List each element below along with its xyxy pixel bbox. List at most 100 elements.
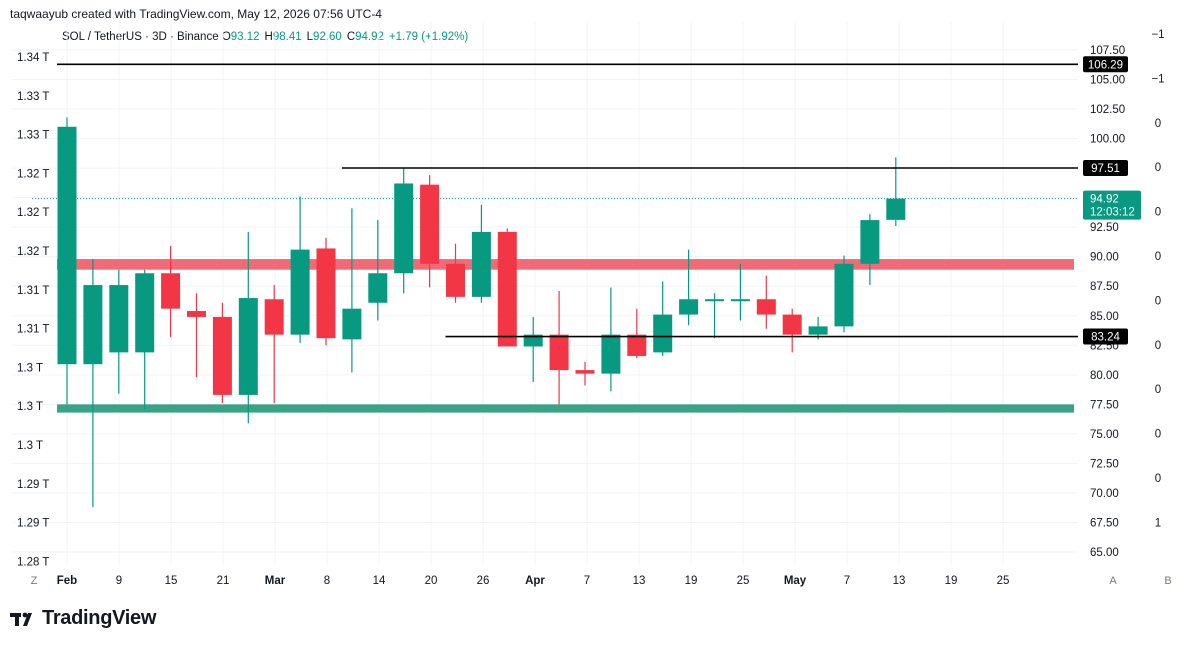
far-right-axis-tick-label: 0 — [1155, 162, 1161, 174]
time-tick-label: 26 — [477, 575, 490, 587]
left-axis-tick-label: 1.32 T — [17, 246, 49, 258]
far-right-axis-tick-label: 0 — [1155, 429, 1161, 441]
scale-corner-a: A — [1109, 575, 1117, 587]
time-tick-label: Apr — [525, 575, 545, 587]
price-tick-label: 80.00 — [1090, 370, 1119, 382]
time-tick-label: 9 — [116, 575, 122, 587]
price-tick-label: 100.00 — [1090, 134, 1125, 146]
candle-body — [808, 326, 828, 335]
time-tick-label: 8 — [324, 575, 330, 587]
time-tick-label: May — [784, 575, 807, 587]
candle-body — [420, 184, 440, 264]
tradingview-logo-icon — [10, 612, 32, 626]
time-tick-label: 20 — [425, 575, 438, 587]
price-tick-label: 72.50 — [1090, 458, 1119, 470]
candle-body — [523, 334, 543, 347]
tradingview-wordmark: TradingView — [42, 607, 157, 629]
left-axis-tick-label: 1.3 T — [17, 440, 43, 452]
high-label: H — [264, 31, 273, 43]
time-tick-label: 13 — [893, 575, 906, 587]
left-axis-tick-label: 1.31 T — [17, 285, 49, 297]
scale-corner-b: B — [1164, 575, 1171, 587]
resistance-zone — [57, 259, 1074, 270]
left-axis-tick-label: 1.29 T — [17, 518, 49, 530]
candle-body — [238, 298, 258, 395]
candle-body — [653, 314, 673, 353]
candle-body — [705, 299, 724, 302]
upper-line-price-tag: 97.51 — [1091, 163, 1120, 175]
candlestick-chart[interactable]: 107.50105.00102.50100.0097.5095.0092.509… — [0, 0, 1200, 600]
last-price-tag-box — [1083, 190, 1141, 220]
close-label: C — [346, 31, 356, 43]
price-tick-label: 87.50 — [1090, 281, 1119, 293]
time-tick-label: 7 — [584, 575, 590, 587]
candle-body — [394, 183, 414, 274]
candle-body — [549, 334, 569, 371]
scale-corner-left: Z — [31, 575, 38, 587]
time-tick-label: 19 — [945, 575, 958, 587]
symbol-name[interactable]: SOL / TetherUS · 3D · Binance — [62, 31, 219, 43]
left-axis-tick-label: 1.32 T — [17, 168, 49, 180]
candle-body — [575, 370, 595, 374]
left-axis-tick-label: 1.34 T — [17, 52, 49, 64]
lower-line-price-tag-box — [1083, 328, 1128, 345]
candle-body — [834, 263, 854, 327]
open-label: O — [221, 31, 231, 43]
time-tick-label: Feb — [57, 575, 77, 587]
open-value: 93.12 — [230, 31, 260, 43]
candle-body — [756, 299, 776, 315]
candle-body — [109, 285, 129, 353]
close-value: 94.92 — [355, 31, 384, 43]
left-axis-tick-label: 1.31 T — [17, 324, 49, 336]
candle-body — [83, 285, 103, 365]
price-tick-label: 75.00 — [1090, 429, 1119, 441]
candle-body — [679, 299, 699, 315]
time-tick-label: 25 — [997, 575, 1010, 587]
chart-creator-caption: taqwaayub created with TradingView.com, … — [10, 7, 382, 21]
candle-body — [730, 299, 750, 302]
far-right-axis-tick-label: −1 — [1151, 29, 1164, 41]
price-tick-label: 92.50 — [1090, 222, 1119, 234]
candle-body — [368, 273, 388, 303]
price-tick-label: 107.50 — [1090, 45, 1125, 57]
candle-body — [471, 231, 491, 297]
far-right-axis-tick-label: 0 — [1155, 384, 1161, 396]
lower-line-price-tag: 83.24 — [1091, 332, 1120, 344]
candles — [57, 117, 906, 508]
upper-line-price-tag-box — [1083, 159, 1128, 176]
candle-body — [161, 273, 181, 309]
time-tick-label: 14 — [373, 575, 386, 587]
far-right-axis-tick-label: 1 — [1155, 517, 1161, 529]
left-axis-tick-label: 1.3 T — [17, 362, 43, 374]
bar-countdown-label: 12:03:12 — [1090, 207, 1135, 219]
far-right-axis-tick-label: 0 — [1155, 340, 1161, 352]
price-tick-label: 65.00 — [1090, 547, 1119, 559]
candle-body — [342, 308, 362, 340]
candle-body — [290, 249, 310, 335]
time-tick-label: 13 — [633, 575, 646, 587]
time-tick-label: Mar — [265, 575, 286, 587]
left-axis-tick-label: 1.28 T — [17, 556, 49, 568]
time-tick-label: 7 — [844, 575, 850, 587]
tradingview-brand: TradingView — [10, 607, 156, 630]
price-tick-label: 77.50 — [1090, 399, 1119, 411]
symbol-legend: SOL / TetherUS · 3D · Binance O93.12 H98.… — [62, 31, 468, 43]
left-axis-tick-label: 1.33 T — [17, 91, 49, 103]
price-tick-label: 102.50 — [1090, 104, 1125, 116]
far-right-axis-tick-label: 0 — [1155, 295, 1161, 307]
low-label: L — [306, 31, 314, 43]
price-tick-label: 105.00 — [1090, 75, 1125, 87]
far-right-axis-tick-label: 0 — [1155, 473, 1161, 485]
left-axis-tick-label: 1.32 T — [17, 207, 49, 219]
price-tick-label: 70.00 — [1090, 488, 1119, 500]
high-value: 98.41 — [272, 31, 302, 43]
left-axis-tick-label: 1.3 T — [17, 401, 43, 413]
candle-body — [782, 314, 802, 335]
candle-body — [135, 273, 155, 353]
top-line-price-tag: 106.29 — [1088, 59, 1123, 71]
candle-body — [497, 231, 517, 347]
candle-body — [212, 316, 232, 395]
candle-body — [886, 198, 906, 220]
price-tick-label: 85.00 — [1090, 311, 1119, 323]
candle-body — [446, 263, 465, 297]
